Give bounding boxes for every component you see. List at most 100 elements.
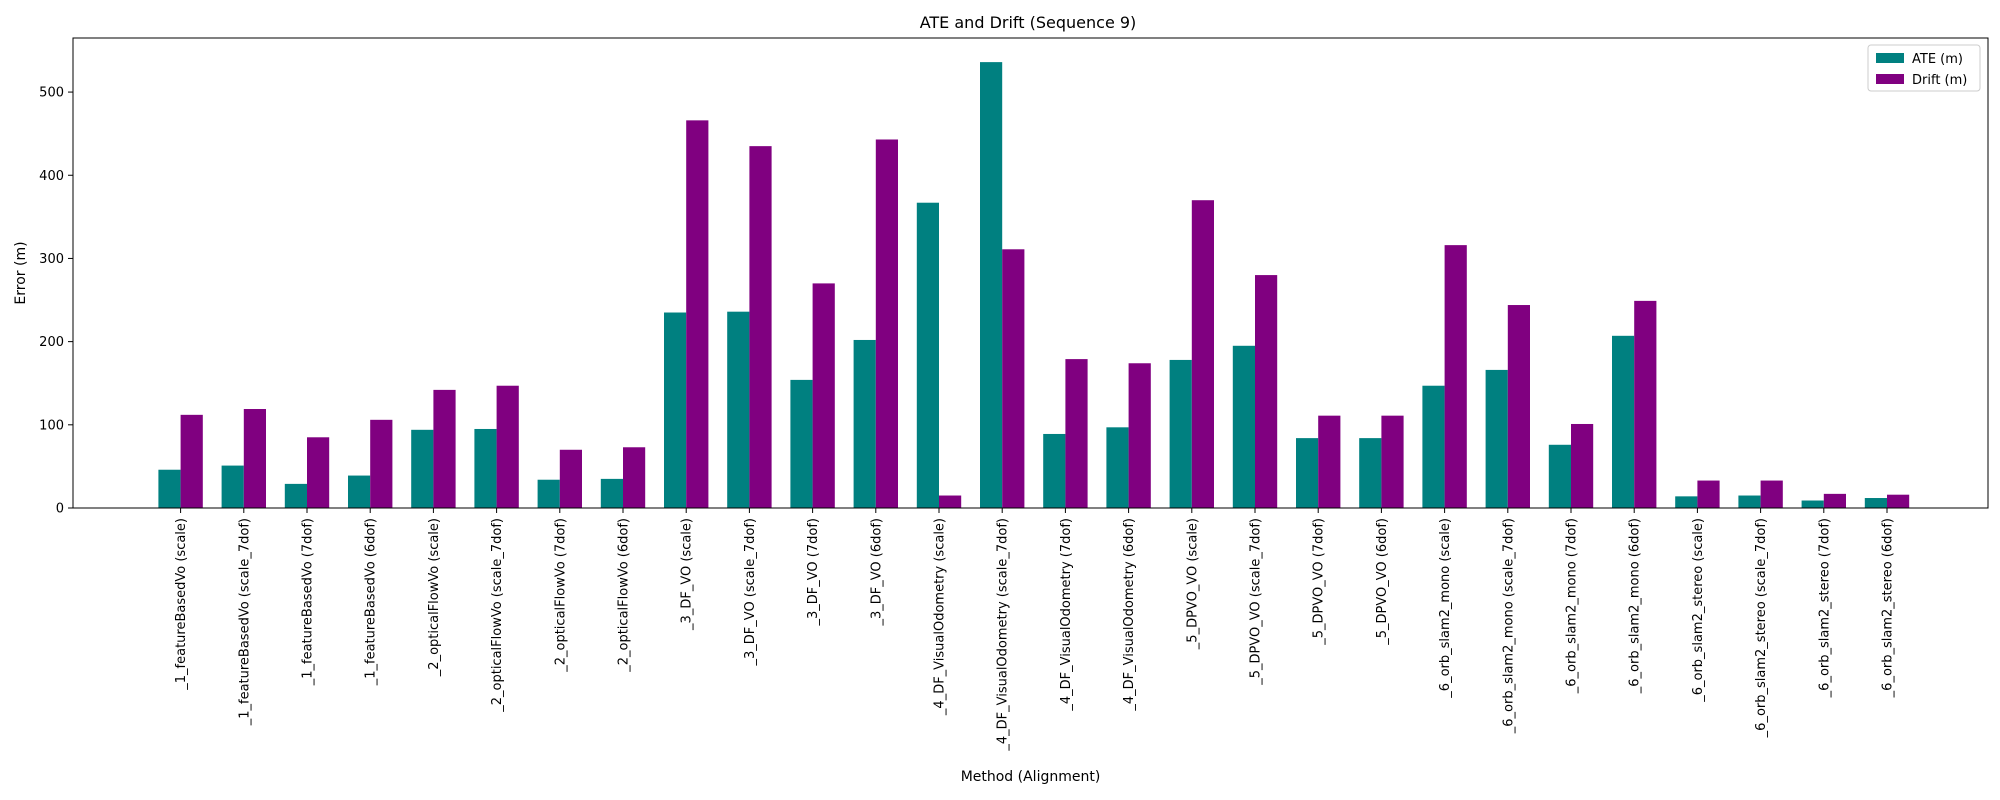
x-tick-label: _6_orb_slam2_mono (7dof) (1565, 518, 1580, 694)
bar-drift (686, 120, 709, 508)
bar-drift (623, 447, 646, 508)
bars-group (158, 62, 1910, 509)
bar-ate (1675, 496, 1698, 508)
bar-ate (1169, 359, 1192, 508)
x-tick-label: _6_orb_slam2_mono (scale) (1438, 518, 1453, 699)
legend-label: ATE (m) (1912, 52, 1963, 67)
bar-drift (1507, 305, 1530, 508)
bar-drift (1191, 200, 1214, 508)
bar-drift (1381, 415, 1404, 508)
x-tick-label: _3_DF_VO (6dof) (869, 518, 884, 627)
bar-ate (1738, 495, 1761, 508)
x-tick-label: _6_orb_slam2_mono (scale_7dof) (1501, 518, 1516, 734)
bar-drift (812, 283, 835, 508)
bar-drift (496, 385, 519, 508)
plot-frame (72, 37, 1989, 509)
chart-title: ATE and Drift (Sequence 9) (920, 13, 1137, 32)
bar-ate (1422, 385, 1445, 508)
x-tick-label: _5_DPVO_VO (6dof) (1375, 518, 1390, 646)
bar-ate (727, 311, 750, 508)
bar-drift (875, 139, 898, 509)
x-tick-label: _1_featureBasedVo (scale) (174, 518, 189, 691)
x-tick-label: _4_DF_VisualOdometry (7dof) (1059, 518, 1074, 712)
bar-drift (939, 495, 962, 508)
x-tick-label: _3_DF_VO (scale_7dof) (743, 518, 758, 666)
bar-drift (1571, 423, 1594, 508)
bar-ate (221, 465, 244, 508)
bar-drift (180, 414, 203, 508)
bar-drift (1634, 300, 1657, 508)
bar-drift (370, 419, 393, 508)
bar-ate (1232, 345, 1255, 508)
y-tick-label: 300 (39, 252, 64, 267)
bar-drift (749, 146, 772, 508)
y-tick-label: 0 (56, 502, 64, 517)
bar-ate (1801, 500, 1824, 508)
x-tick-label: _3_DF_VO (7dof) (806, 518, 821, 627)
bar-ate (1359, 438, 1382, 508)
x-tick-label: _2_opticalFlowVo (6dof) (617, 518, 632, 673)
bar-ate (790, 379, 813, 508)
x-tick-label: _2_opticalFlowVo (scale) (427, 518, 442, 677)
bar-drift (1065, 359, 1088, 508)
bar-ate (411, 429, 434, 508)
x-tick-label: _4_DF_VisualOdometry (scale_7dof) (996, 518, 1011, 752)
bar-ate (284, 483, 307, 508)
bar-ate (853, 339, 876, 508)
bar-drift (1760, 480, 1783, 508)
x-tick-label: _6_orb_slam2_stereo (7dof) (1817, 518, 1832, 698)
bar-ate (348, 475, 371, 508)
bar-ate (1864, 498, 1887, 508)
bar-ate (1548, 444, 1571, 508)
x-tick-label: _6_orb_slam2_stereo (6dof) (1881, 518, 1896, 698)
bar-ate (1296, 438, 1319, 508)
bar-ate (1043, 433, 1066, 508)
bar-ate (664, 312, 687, 508)
x-axis: _1_featureBasedVo (scale) _1_featureBased… (174, 508, 1896, 752)
x-tick-label: _3_DF_VO (scale) (680, 518, 695, 631)
bar-drift (1887, 494, 1910, 508)
legend-swatch (1876, 53, 1904, 63)
y-tick-label: 400 (39, 169, 64, 184)
bar-drift (433, 389, 456, 508)
x-tick-label: _1_featureBasedVo (7dof) (301, 518, 316, 686)
bar-ate (600, 478, 623, 508)
y-tick-label: 100 (39, 418, 64, 433)
bar-ate (1106, 427, 1129, 508)
bar-ate (916, 202, 939, 508)
bar-ate (1612, 335, 1635, 508)
bar-drift (559, 449, 582, 508)
x-tick-label: _2_opticalFlowVo (scale_7dof) (490, 518, 505, 713)
x-tick-label: _4_DF_VisualOdometry (6dof) (1122, 518, 1137, 712)
bar-drift (1002, 249, 1025, 509)
bar-drift (1444, 245, 1467, 508)
bar-drift (1823, 493, 1846, 508)
x-tick-label: _1_featureBasedVo (6dof) (364, 518, 379, 686)
legend: ATE (m) Drift (m) (1867, 44, 1981, 92)
x-tick-label: _5_DPVO_VO (7dof) (1312, 518, 1327, 646)
y-axis-label: Error (m) (13, 241, 29, 304)
bar-drift (243, 409, 266, 508)
bar-drift (1128, 363, 1151, 508)
y-tick-label: 500 (39, 86, 64, 101)
y-axis: 0 100 200 300 400 500 (39, 86, 73, 517)
x-tick-label: _5_DPVO_VO (scale) (1185, 518, 1200, 650)
x-tick-label: _5_DPVO_VO (scale_7dof) (1249, 518, 1264, 686)
x-tick-label: _4_DF_VisualOdometry (scale) (933, 518, 948, 716)
legend-swatch (1876, 74, 1904, 84)
x-tick-label: _6_orb_slam2_stereo (scale) (1691, 518, 1706, 703)
bar-drift (307, 437, 330, 508)
x-axis-label: Method (Alignment) (961, 769, 1101, 785)
bar-ate (158, 469, 181, 508)
bar-drift (1697, 480, 1720, 508)
bar-ate (980, 62, 1003, 509)
y-tick-label: 200 (39, 335, 64, 350)
bar-ate (537, 479, 560, 508)
bar-ate (1485, 369, 1508, 508)
bar-drift (1255, 275, 1278, 508)
bar-drift (1318, 415, 1341, 508)
x-tick-label: _2_opticalFlowVo (7dof) (553, 518, 568, 673)
x-tick-label: _1_featureBasedVo (scale_7dof) (237, 518, 252, 726)
legend-label: Drift (m) (1912, 73, 1967, 88)
